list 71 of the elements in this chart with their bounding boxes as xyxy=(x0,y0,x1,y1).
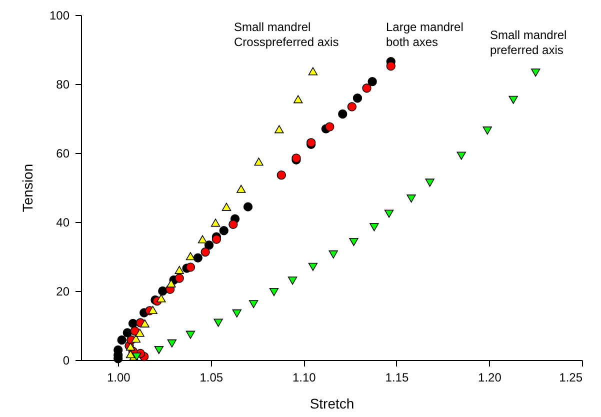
annotation: Small mandrel Crosspreferred axis xyxy=(234,20,339,49)
point xyxy=(456,152,466,160)
point xyxy=(406,194,416,203)
point xyxy=(384,210,394,218)
y-tick-label: 80 xyxy=(56,78,70,92)
y-tick-label: 40 xyxy=(56,216,70,230)
point xyxy=(154,346,164,354)
point xyxy=(274,125,284,134)
point xyxy=(338,109,348,119)
point xyxy=(368,77,377,86)
point xyxy=(362,84,372,93)
point xyxy=(308,67,318,76)
y-tick-label: 100 xyxy=(49,8,70,22)
point xyxy=(482,126,492,135)
y-tick-label: 0 xyxy=(62,354,70,368)
point xyxy=(135,328,144,337)
point xyxy=(236,184,246,193)
point xyxy=(243,202,253,212)
y-tick-label: 60 xyxy=(56,146,70,160)
point xyxy=(174,266,184,274)
point xyxy=(148,306,158,314)
x-axis-title: Stretch xyxy=(310,396,354,412)
point xyxy=(158,286,168,296)
x-tick-label: 1.15 xyxy=(385,370,409,384)
point xyxy=(219,226,228,236)
point xyxy=(294,95,303,104)
x-tick-label: 1.20 xyxy=(478,370,502,384)
point xyxy=(425,178,434,187)
point xyxy=(210,218,220,227)
point xyxy=(186,252,196,260)
point xyxy=(386,61,396,71)
point xyxy=(186,262,196,272)
point xyxy=(288,276,298,285)
point xyxy=(140,319,150,328)
annotation: Large mandrel both axes xyxy=(386,20,464,49)
point xyxy=(228,220,238,229)
point xyxy=(222,202,232,211)
point xyxy=(508,96,518,104)
point xyxy=(212,234,222,244)
x-tick-label: 1.10 xyxy=(292,370,316,384)
point xyxy=(167,339,177,348)
point xyxy=(214,318,223,327)
point xyxy=(186,330,196,339)
point xyxy=(132,352,142,361)
point xyxy=(232,309,242,318)
point xyxy=(131,334,141,343)
annotation: Small mandrel preferred axis xyxy=(490,28,567,57)
y-tick-label: 20 xyxy=(56,284,70,298)
x-tick-label: 1.25 xyxy=(559,370,583,384)
point xyxy=(174,274,184,283)
point xyxy=(193,253,202,262)
point xyxy=(117,335,126,345)
x-tick-label: 1.05 xyxy=(200,370,224,384)
point xyxy=(276,170,286,180)
y-axis-title: Tension xyxy=(19,164,36,212)
point xyxy=(269,288,279,296)
point xyxy=(156,294,166,302)
point xyxy=(248,300,258,308)
x-tick-label: 1.00 xyxy=(106,370,131,384)
point xyxy=(325,122,334,132)
point xyxy=(328,250,338,258)
point xyxy=(531,68,540,77)
point xyxy=(352,94,362,103)
point xyxy=(347,102,356,112)
point xyxy=(198,235,208,244)
point xyxy=(126,350,136,358)
point xyxy=(254,158,264,166)
point xyxy=(370,223,379,232)
point xyxy=(200,247,210,257)
point xyxy=(308,262,318,271)
point xyxy=(349,238,358,246)
